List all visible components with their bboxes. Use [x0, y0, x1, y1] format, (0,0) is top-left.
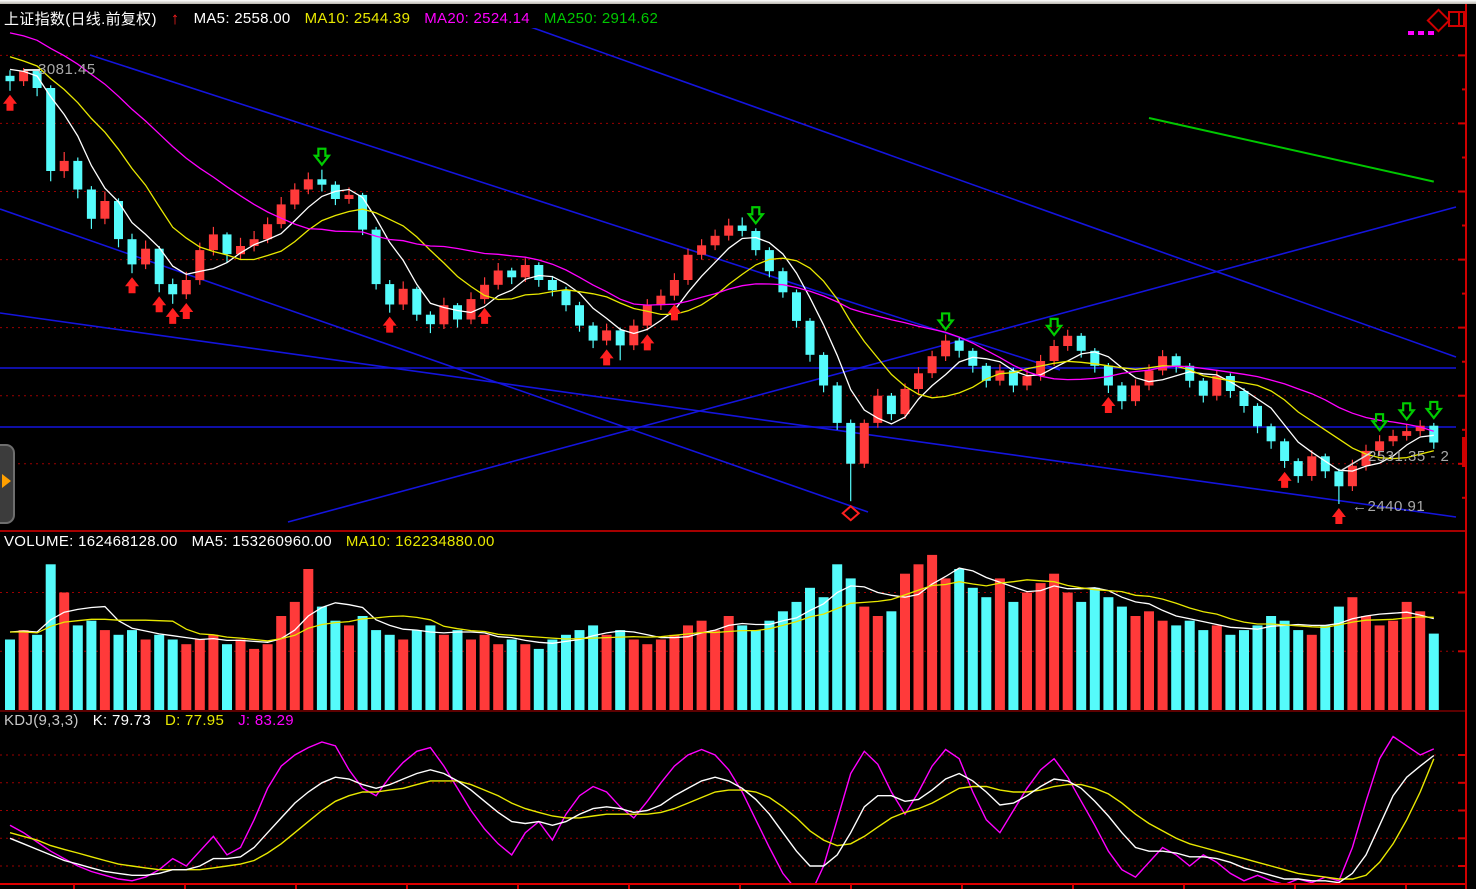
current-price-range-label: 2531.35 - 2: [1368, 448, 1450, 465]
volume-ma10-label: MA10: 162234880.00: [345, 533, 495, 550]
kdj-pane-header: KDJ(9,3,3) K: 79.73 D: 77.95 J: 83.29: [4, 712, 308, 729]
kdj-title-label: KDJ(9,3,3): [4, 712, 79, 729]
volume-value-label: VOLUME: 162468128.00: [4, 533, 178, 550]
main-chart-header: 上证指数(日线.前复权) ↑ MA5: 2558.00 MA10: 2544.3…: [4, 8, 672, 29]
ma20-value-label: MA20: 2524.14: [424, 10, 530, 27]
symbol-title[interactable]: 上证指数(日线.前复权): [4, 11, 157, 28]
volume-ma5-label: MA5: 153260960.00: [191, 533, 332, 550]
window-chrome-strip: [0, 0, 1476, 4]
up-arrow-icon: ↑: [170, 8, 180, 28]
volume-pane-header: VOLUME: 162468128.00 MA5: 153260960.00 M…: [4, 533, 509, 550]
kdj-k-label: K: 79.73: [92, 712, 151, 729]
high-price-label: 3081.45: [38, 61, 96, 78]
more-options-icon[interactable]: [1408, 31, 1438, 35]
low-price-label: ←2440.91: [1352, 498, 1426, 515]
left-panel-handle[interactable]: [0, 444, 15, 524]
ma250-value-label: MA250: 2914.62: [543, 10, 659, 27]
kdj-j-label: J: 83.29: [238, 712, 294, 729]
expand-arrow-icon: [2, 474, 11, 488]
ma10-value-label: MA10: 2544.39: [304, 10, 411, 27]
kdj-d-label: D: 77.95: [164, 712, 225, 729]
ma5-value-label: MA5: 2558.00: [193, 10, 291, 27]
window-restore-icon[interactable]: [1448, 11, 1465, 27]
